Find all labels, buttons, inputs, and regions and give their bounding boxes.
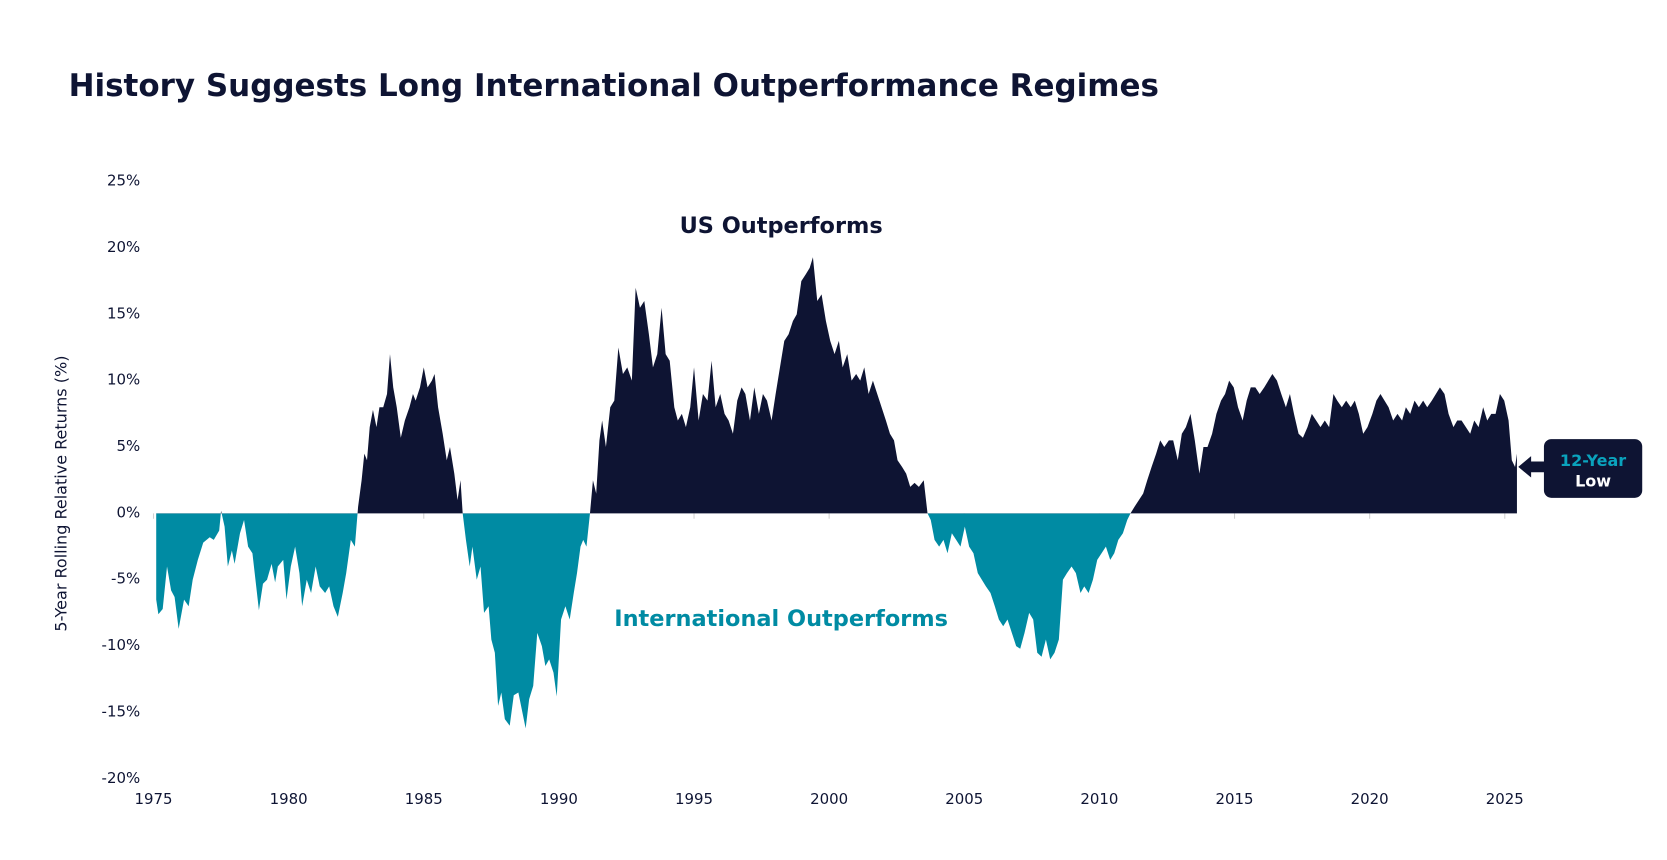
relative-return-area	[156, 257, 1517, 729]
x-tick-label: 1980	[270, 790, 308, 808]
y-tick-label: 0%	[116, 503, 140, 521]
y-tick-label: 5%	[116, 437, 140, 455]
callout-line-1: 12-Year	[1560, 451, 1626, 470]
x-tick-label: 1995	[675, 790, 713, 808]
intl-annotation: International Outperforms	[614, 606, 948, 632]
x-tick-label: 2005	[945, 790, 983, 808]
y-tick-label: 25%	[107, 172, 140, 190]
y-tick-label: 10%	[107, 371, 140, 389]
x-tick-label: 1990	[540, 790, 578, 808]
y-tick-label: -15%	[102, 702, 141, 720]
y-tick-label: 15%	[107, 304, 140, 322]
callout-arrow	[1518, 456, 1546, 478]
callout-line-2: Low	[1575, 471, 1611, 490]
x-tick-label: 2025	[1486, 790, 1524, 808]
chart-title: History Suggests Long International Outp…	[69, 68, 1159, 104]
y-tick-label: -5%	[111, 570, 140, 588]
x-tick-label: 1975	[135, 790, 173, 808]
y-axis-label: 5-Year Rolling Relative Returns (%)	[52, 356, 71, 632]
y-tick-label: -10%	[102, 636, 141, 654]
low-callout: 12-Year Low	[1518, 439, 1643, 498]
x-tick-label: 2010	[1080, 790, 1118, 808]
y-tick-label: 20%	[107, 238, 140, 256]
x-tick-label: 2015	[1216, 790, 1254, 808]
y-tick-label: -20%	[102, 769, 141, 787]
x-tick-label: 2020	[1351, 790, 1389, 808]
x-tick-label: 2000	[810, 790, 848, 808]
callout-box	[1543, 439, 1643, 498]
us-annotation: US Outperforms	[680, 213, 883, 239]
x-tick-label: 1985	[405, 790, 443, 808]
